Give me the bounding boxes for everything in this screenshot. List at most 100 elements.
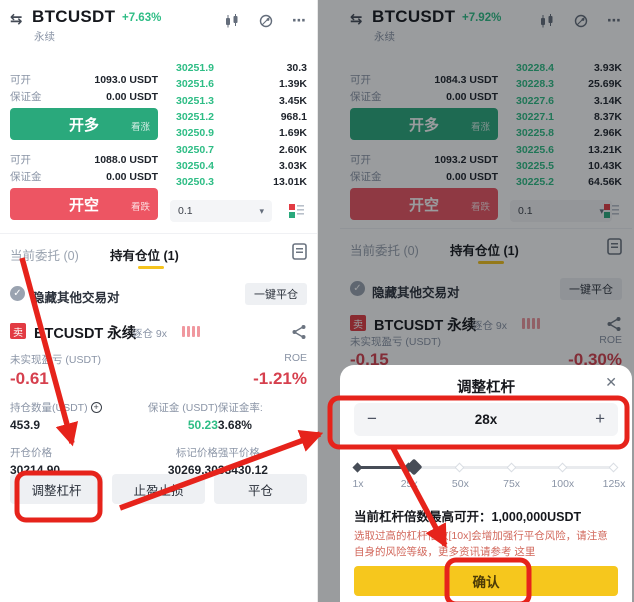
position-action-button[interactable]: 调整杠杆	[10, 474, 103, 504]
slider-tick[interactable]	[608, 462, 619, 473]
slider-tick[interactable]	[454, 462, 465, 473]
price: 30225.6	[516, 143, 554, 156]
order-book-row[interactable]: 30251.2 968.1	[176, 109, 307, 125]
order-book-row[interactable]: 30225.5 10.43K	[516, 158, 622, 174]
orderbook-layout-icon[interactable]	[288, 202, 305, 224]
open-short-button[interactable]: 开空 看跌	[10, 188, 158, 220]
order-book-row[interactable]: 30225.2 64.56K	[516, 174, 622, 190]
orderbook-layout-icon[interactable]	[603, 202, 620, 224]
more-menu-icon[interactable]: ⋯	[292, 12, 307, 28]
leverage-stepper: − 28x +	[354, 403, 618, 436]
hide-others-checkbox[interactable]: ✓	[10, 286, 25, 301]
margin-value: 0.00 USDT	[106, 90, 158, 103]
position-action-button[interactable]: 止盈止损	[112, 474, 205, 504]
tick-size-select[interactable]: 0.1 ▾	[510, 200, 612, 222]
open-long-button[interactable]: 开多 看涨	[10, 108, 158, 140]
swap-pair-icon[interactable]: ⇆	[10, 11, 23, 28]
confirm-button[interactable]: 确认	[354, 566, 618, 596]
candlestick-chart-icon[interactable]	[224, 13, 240, 29]
order-book-row[interactable]: 30250.4 3.03K	[176, 158, 307, 174]
hide-others-label: 隐藏其他交易对	[372, 286, 460, 300]
chevron-down-icon: ▾	[259, 205, 264, 216]
margin-mode-label: 逐仓 9x	[132, 328, 168, 340]
order-history-icon[interactable]	[292, 243, 307, 265]
stat-label: 保证金 (USDT)	[147, 402, 218, 414]
leverage-value[interactable]: 28x	[474, 412, 498, 427]
order-book-row[interactable]: 30250.7 2.60K	[176, 141, 307, 157]
open-long-button[interactable]: 开多 看涨	[350, 108, 498, 140]
header: ⇆ BTCUSDT +7.63% 永续 ⋯	[10, 6, 307, 50]
share-icon[interactable]	[606, 316, 622, 337]
change-percent: +7.92%	[462, 12, 502, 24]
increase-leverage-button[interactable]: +	[595, 409, 605, 428]
close-icon[interactable]: ✕	[605, 374, 617, 390]
slider-handle[interactable]	[405, 458, 423, 476]
position-symbol: BTCUSDT 永续	[34, 326, 137, 342]
warning-text: 选取过高的杠杆倍数[10x]会增加强行平仓风险，请注意自身的风险等级，更多资讯请…	[354, 530, 608, 558]
order-book-row[interactable]: 30227.6 3.14K	[516, 93, 622, 109]
order-book-row[interactable]: 30251.9 30.3	[176, 60, 307, 76]
trading-screen-with-leverage-modal: ⇆ BTCUSDT +7.92% 永续 ⋯ 可开 1084.3 USDT 保证金 0…	[317, 0, 634, 602]
order-history-icon[interactable]	[607, 238, 622, 260]
trading-screen-before: ⇆ BTCUSDT +7.63% 永续 ⋯ 可开 1093.0 USDT 保证金 0…	[0, 6, 317, 504]
tick-size-select[interactable]: 0.1 ▾	[170, 200, 272, 222]
order-book-row[interactable]: 30251.3 3.45K	[176, 93, 307, 109]
order-book-row[interactable]: 30251.6 1.39K	[176, 76, 307, 92]
swap-pair-icon[interactable]: ⇆	[350, 11, 363, 28]
bearish-hint: 看跌	[130, 202, 150, 213]
price: 30228.3	[516, 78, 554, 91]
order-book-row[interactable]: 30225.8 2.96K	[516, 125, 622, 141]
stat-cell: 持仓数量(USDT) +453.9	[10, 400, 119, 432]
order-book-row[interactable]: 30250.3 13.01K	[176, 174, 307, 190]
stat-cell: 开仓价格+30214.90	[10, 445, 119, 477]
slider-labels: 1x 25x 50x 75x 100x 125x	[352, 478, 625, 492]
close-all-positions-button[interactable]: 一键平仓	[245, 283, 307, 305]
position-action-button[interactable]: 平仓	[214, 474, 307, 504]
more-menu-icon[interactable]: ⋯	[607, 12, 622, 28]
slider-track[interactable]	[358, 466, 614, 469]
slider-fill	[358, 466, 415, 469]
calculator-icon[interactable]	[573, 13, 589, 29]
slider-tick[interactable]	[557, 462, 568, 473]
order-entry: 可开 1084.3 USDT 保证金 0.00 USDT 开多 看涨 可开 1093.2…	[350, 62, 498, 232]
amount: 64.56K	[588, 176, 622, 189]
risk-level-bars	[182, 326, 200, 337]
add-margin-icon[interactable]: +	[90, 402, 102, 413]
close-all-positions-button[interactable]: 一键平仓	[560, 278, 622, 300]
tab-open-orders[interactable]: 当前委托 (0)	[350, 244, 419, 258]
order-book-row[interactable]: 30250.9 1.69K	[176, 125, 307, 141]
tab-open-orders[interactable]: 当前委托 (0)	[10, 249, 79, 263]
leverage-slider[interactable]	[352, 458, 619, 478]
open-short-label: 开空	[68, 196, 99, 214]
slider-tick[interactable]	[506, 462, 517, 473]
pnl-label: 未实现盈亏 (USDT)	[10, 354, 101, 366]
stat-label: 持仓数量(USDT)	[10, 402, 88, 414]
calculator-icon[interactable]	[258, 13, 274, 29]
order-book-row[interactable]: 30228.3 25.69K	[516, 76, 622, 92]
sell-side-badge: 卖	[10, 323, 26, 339]
hide-others-checkbox[interactable]: ✓	[350, 281, 365, 296]
roe-value: -1.21%	[253, 369, 307, 388]
open-short-button[interactable]: 开空 看跌	[350, 188, 498, 220]
warning-more-link[interactable]: 这里	[514, 545, 536, 558]
amount: 1.39K	[278, 78, 307, 91]
stat-cell: 保证金 (USDT)+50.23	[119, 400, 218, 432]
stat-label: 保证金率:	[217, 402, 263, 414]
price: 30228.4	[516, 62, 554, 75]
order-book-row[interactable]: 30228.4 3.93K	[516, 60, 622, 76]
tab-positions[interactable]: 持有仓位 (1)	[450, 244, 519, 258]
pnl-value: -0.15	[350, 350, 389, 369]
order-book-row[interactable]: 30225.6 13.21K	[516, 141, 622, 157]
order-book-row[interactable]: 30227.1 8.37K	[516, 109, 622, 125]
price: 30227.6	[516, 94, 554, 107]
share-icon[interactable]	[291, 324, 307, 345]
candlestick-chart-icon[interactable]	[539, 13, 555, 29]
tab-positions[interactable]: 持有仓位 (1)	[110, 249, 179, 263]
margin-label: 保证金	[10, 171, 42, 183]
stat-cell: 标记价格+30269.30	[119, 445, 218, 477]
slider-tick[interactable]	[352, 462, 363, 473]
pnl-value: -0.61	[10, 369, 49, 388]
bullish-hint: 看涨	[470, 122, 490, 133]
max-open-line: 当前杠杆倍数最高可开：1,000,000USDT	[354, 510, 582, 524]
